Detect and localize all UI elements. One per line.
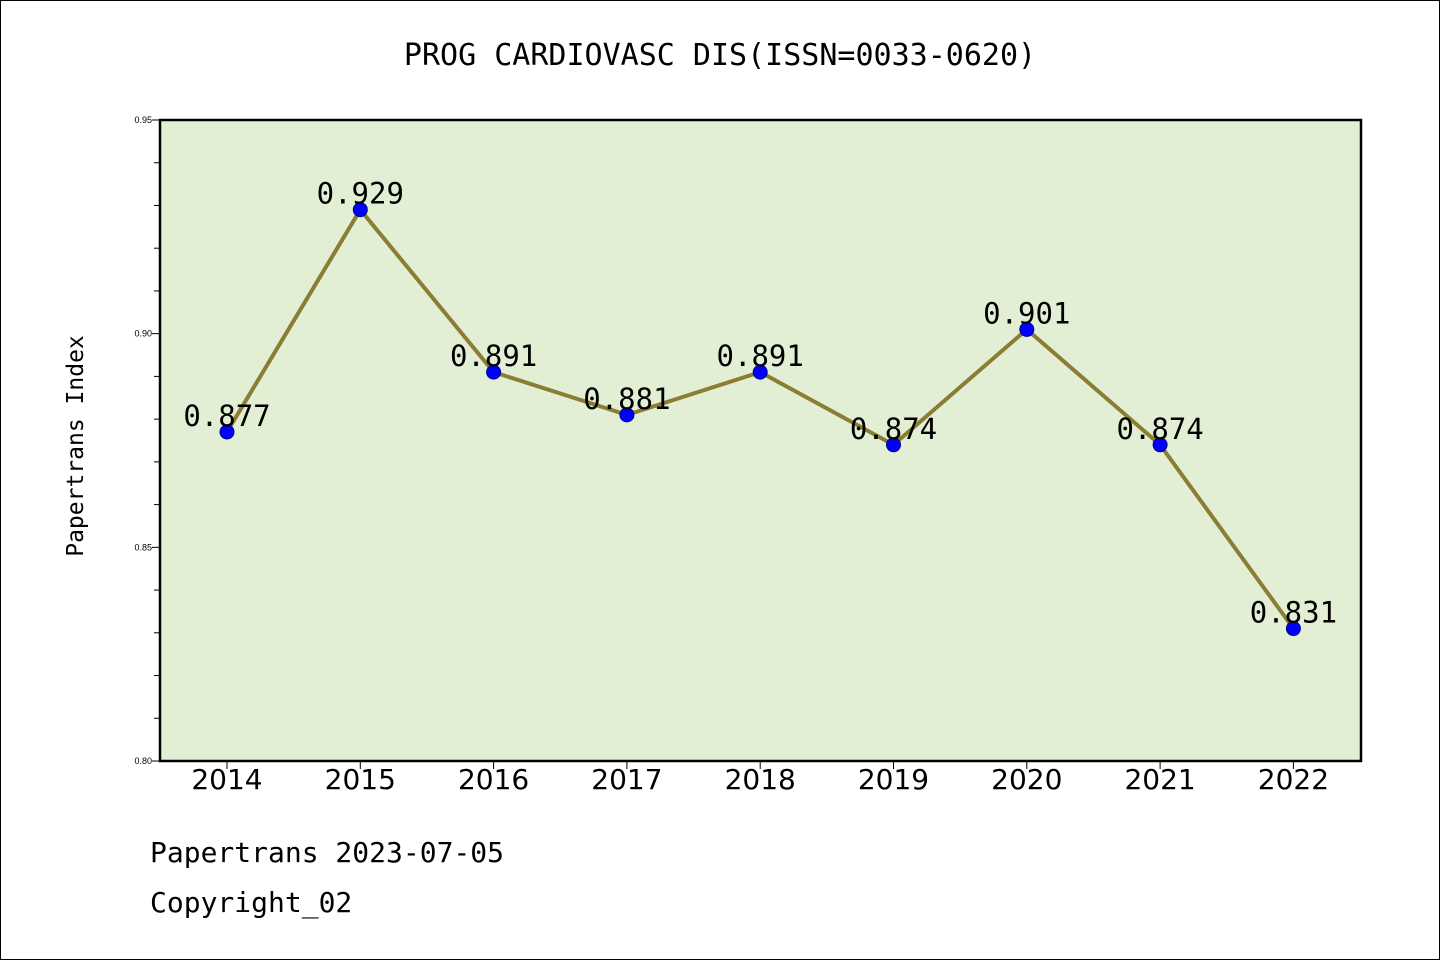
data-label: 0.874: [850, 412, 937, 446]
x-tick-label: 2019: [858, 763, 929, 796]
data-label: 0.881: [583, 382, 670, 416]
data-point: [886, 437, 901, 453]
data-point: [619, 407, 635, 423]
y-tick-label: 0.90: [134, 329, 152, 339]
data-label: 0.929: [317, 177, 404, 211]
data-point: [352, 202, 368, 218]
x-tick-label: 2021: [1124, 763, 1195, 796]
x-tick-label: 2020: [991, 763, 1062, 796]
data-point: [1152, 437, 1168, 453]
chart-title: PROG CARDIOVASC DIS(ISSN=0033-0620): [403, 38, 1037, 73]
data-point: [1019, 321, 1035, 337]
data-label: 0.877: [183, 399, 270, 433]
y-tick-label: 0.95: [134, 115, 152, 125]
x-tick-label: 2018: [725, 763, 796, 796]
y-tick-label: 0.85: [134, 542, 152, 552]
x-tick-label: 2017: [591, 763, 662, 796]
data-label: 0.891: [717, 339, 804, 373]
data-point: [219, 424, 235, 440]
data-point: [752, 364, 768, 380]
x-tick-label: 2022: [1258, 763, 1329, 796]
data-point: [486, 364, 502, 380]
data-label: 0.831: [1250, 596, 1337, 630]
data-label: 0.874: [1116, 412, 1203, 446]
plot-border: [158, 118, 1363, 763]
footer-copyright: Copyright_02: [150, 886, 353, 919]
data-label: 0.891: [450, 339, 537, 373]
x-tick-label: 2016: [458, 763, 529, 796]
x-tick-label: 2015: [325, 763, 396, 796]
data-point: [1285, 621, 1301, 637]
x-tick-label: 2014: [191, 763, 262, 796]
data-label: 0.901: [983, 296, 1070, 330]
y-tick-label: 0.80: [134, 756, 152, 766]
footer-date: Papertrans 2023-07-05: [150, 836, 505, 869]
